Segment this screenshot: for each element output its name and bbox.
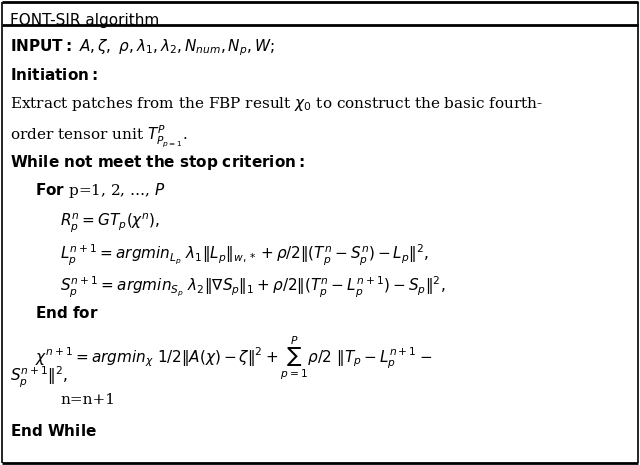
Text: $S_p^{n+1}\|^2,$: $S_p^{n+1}\|^2,$ <box>10 365 68 390</box>
Text: $\mathbf{For}$ p=1, 2, $\ldots$, $P$: $\mathbf{For}$ p=1, 2, $\ldots$, $P$ <box>35 181 166 200</box>
Text: $\mathbf{Initiation:}$: $\mathbf{Initiation:}$ <box>10 67 98 83</box>
Text: $L_p^{n+1} = argmin_{L_p}\ \lambda_1\|L_p\|_{w,*} + \rho/2\|(T_p^n - S_p^n) - L_: $L_p^{n+1} = argmin_{L_p}\ \lambda_1\|L_… <box>60 243 429 268</box>
Text: n=n+1: n=n+1 <box>60 393 115 407</box>
Text: order tensor unit $T^P_{P_{p=1}}$.: order tensor unit $T^P_{P_{p=1}}$. <box>10 123 188 149</box>
Text: $\mathbf{End\ for}$: $\mathbf{End\ for}$ <box>35 305 99 321</box>
Text: FONT-SIR algorithm: FONT-SIR algorithm <box>10 13 159 28</box>
Text: $\mathbf{INPUT:}$ $A,\zeta,\ \rho,\lambda_1,\lambda_2,N_{num},N_p,W;$: $\mathbf{INPUT:}$ $A,\zeta,\ \rho,\lambd… <box>10 37 275 58</box>
Text: $S_p^{n+1} = argmin_{S_p}\ \lambda_2\|\nabla S_p\|_1 + \rho/2\|(T_p^n - L_p^{n+1: $S_p^{n+1} = argmin_{S_p}\ \lambda_2\|\n… <box>60 275 445 300</box>
Text: $\chi^{n+1} = argmin_{\chi}\ 1/2\|A(\chi) - \zeta\|^2 + \sum_{p=1}^P \rho/2\ \|T: $\chi^{n+1} = argmin_{\chi}\ 1/2\|A(\chi… <box>35 335 432 382</box>
Text: $\mathbf{While\ not\ meet\ the\ stop\ criterion:}$: $\mathbf{While\ not\ meet\ the\ stop\ cr… <box>10 153 305 172</box>
Text: $\mathbf{End\ While}$: $\mathbf{End\ While}$ <box>10 423 97 439</box>
Text: $R_p^n = GT_p(\chi^n),$: $R_p^n = GT_p(\chi^n),$ <box>60 211 160 234</box>
Text: Extract patches from the FBP result $\chi_0$ to construct the basic fourth-: Extract patches from the FBP result $\ch… <box>10 95 543 113</box>
